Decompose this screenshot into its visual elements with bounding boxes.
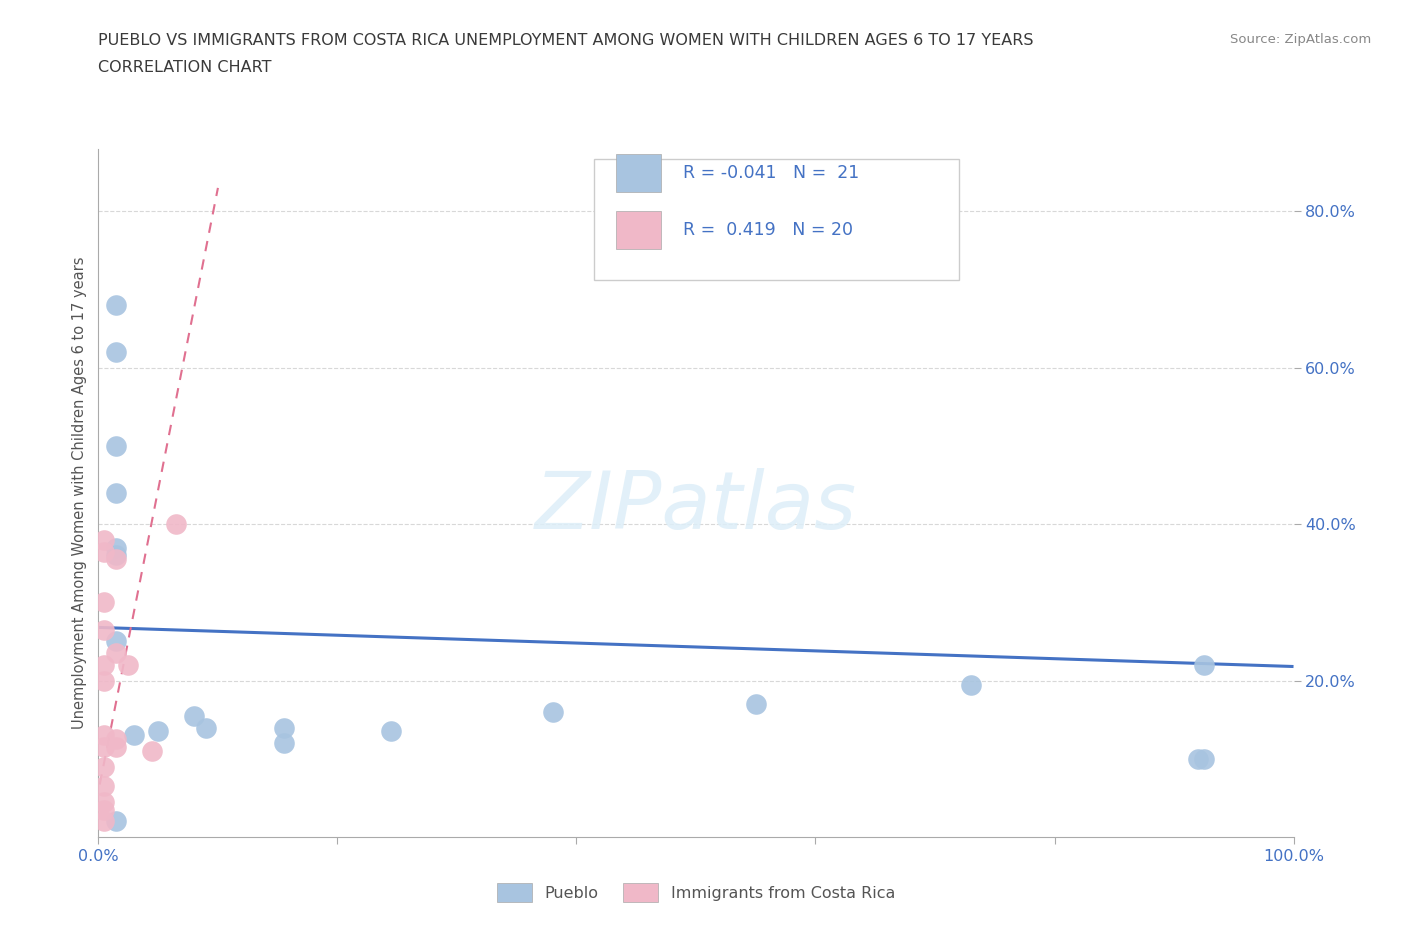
Point [93, 739, 115, 754]
Point [105, 814, 128, 829]
Point [1192, 658, 1215, 672]
Point [141, 744, 163, 759]
Point [541, 704, 564, 719]
Point [105, 645, 128, 660]
Point [380, 724, 402, 738]
Bar [616, 154, 661, 193]
Point [105, 485, 128, 500]
Point [93, 778, 115, 793]
Point [148, 724, 170, 738]
Text: PUEBLO VS IMMIGRANTS FROM COSTA RICA UNEMPLOYMENT AMONG WOMEN WITH CHILDREN AGES: PUEBLO VS IMMIGRANTS FROM COSTA RICA UNE… [98, 33, 1033, 47]
Point [93, 803, 115, 817]
Point [273, 736, 295, 751]
Point [105, 298, 128, 312]
Point [93, 532, 115, 547]
Point [105, 540, 128, 555]
Point [105, 439, 128, 454]
Point [165, 517, 187, 532]
Point [183, 709, 205, 724]
Text: ZIPatlas: ZIPatlas [534, 468, 858, 546]
Point [959, 677, 981, 692]
Point [105, 551, 128, 566]
Text: R =  0.419   N = 20: R = 0.419 N = 20 [683, 220, 853, 239]
Point [105, 345, 128, 360]
Point [105, 548, 128, 563]
Point [93, 544, 115, 559]
Point [1192, 751, 1215, 766]
Point [1187, 751, 1209, 766]
Point [93, 673, 115, 688]
Point [273, 720, 295, 735]
Bar [616, 211, 661, 248]
Point [124, 728, 146, 743]
Point [93, 658, 115, 672]
Point [105, 732, 128, 747]
FancyBboxPatch shape [595, 159, 959, 280]
Text: Source: ZipAtlas.com: Source: ZipAtlas.com [1230, 33, 1371, 46]
Point [93, 759, 115, 774]
Point [105, 739, 128, 754]
Point [194, 720, 217, 735]
Point [93, 622, 115, 637]
Y-axis label: Unemployment Among Women with Children Ages 6 to 17 years: Unemployment Among Women with Children A… [72, 257, 87, 729]
Point [93, 728, 115, 743]
Point [93, 595, 115, 610]
Point [117, 658, 139, 672]
Point [745, 697, 768, 711]
Text: CORRELATION CHART: CORRELATION CHART [98, 60, 271, 75]
Point [93, 794, 115, 809]
Point [105, 634, 128, 649]
Legend: Pueblo, Immigrants from Costa Rica: Pueblo, Immigrants from Costa Rica [491, 877, 901, 909]
Point [93, 814, 115, 829]
Text: R = -0.041   N =  21: R = -0.041 N = 21 [683, 165, 859, 182]
